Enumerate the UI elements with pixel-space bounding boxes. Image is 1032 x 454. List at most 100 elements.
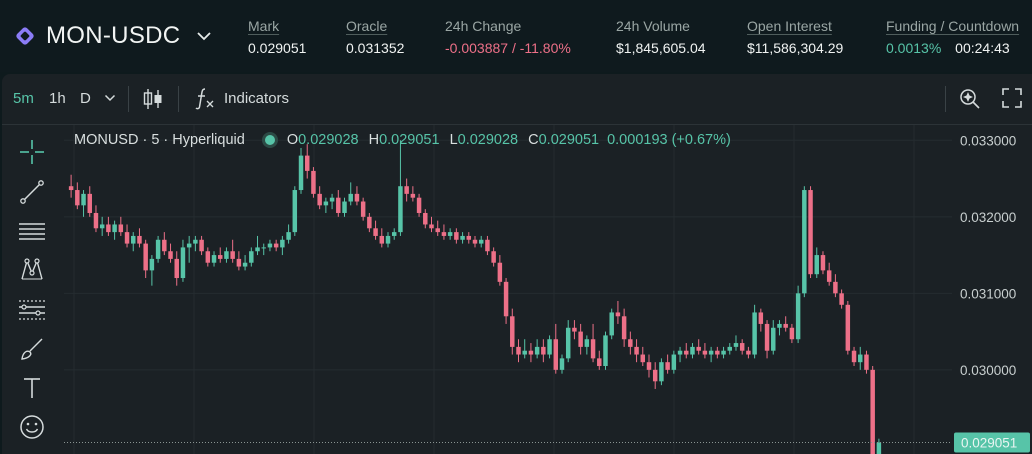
pair-selector[interactable]: MON-USDC: [14, 22, 212, 50]
candle-body: [348, 193, 353, 202]
legend-symbol: MONUSD · 5 · Hyperliquid: [74, 132, 245, 148]
candle-body: [255, 247, 260, 252]
candle-body: [224, 251, 229, 259]
stat-value: $1,845,605.04: [616, 40, 706, 56]
candle-body: [528, 350, 534, 355]
candle-body: [497, 262, 503, 282]
candle-body: [205, 251, 211, 263]
indicators-button[interactable]: Indicators: [194, 86, 289, 110]
candle-body: [802, 190, 807, 294]
legend-high-label: H: [368, 132, 380, 148]
candle-body: [516, 346, 521, 355]
emoji-tool[interactable]: [18, 413, 46, 441]
candle-body: [367, 216, 372, 229]
candle-body: [534, 346, 540, 355]
toolbar-divider: [178, 86, 179, 112]
candle-body: [733, 343, 739, 347]
candle-body: [634, 346, 639, 355]
candle-body: [280, 239, 285, 248]
candle-body: [833, 281, 838, 294]
brush-tool[interactable]: [18, 335, 46, 363]
candle-body: [485, 239, 490, 252]
candle-body: [168, 251, 173, 259]
chart-panel: 5m 1h D Indicators: [2, 74, 1032, 454]
candle-body: [342, 201, 347, 213]
crosshair-tool[interactable]: [18, 138, 46, 166]
fib-icon: [19, 300, 45, 320]
legend-change: 0.000193 (+0.67%): [607, 132, 731, 148]
interval-d[interactable]: D: [80, 90, 91, 107]
market-status-dot: [264, 135, 275, 145]
trendline-tool[interactable]: [18, 178, 46, 206]
candle-body: [646, 362, 652, 370]
candle-type-icon[interactable]: [142, 87, 164, 111]
stat-value: $11,586,304.29: [747, 40, 844, 56]
candle-body: [193, 239, 198, 244]
candle-body: [746, 350, 751, 355]
candle-body: [317, 193, 322, 206]
candle-body: [385, 235, 391, 244]
horizontal-lines-tool[interactable]: [18, 217, 46, 245]
pattern-tool[interactable]: [18, 256, 46, 284]
stat-label[interactable]: Oracle: [346, 18, 388, 34]
stat-value: -0.003887 / -11.80%: [445, 40, 571, 56]
interval-5m[interactable]: 5m: [13, 90, 34, 107]
crosshair-icon: [20, 140, 44, 164]
candle-body: [466, 235, 472, 240]
candle-body: [739, 343, 745, 351]
candle-body: [447, 232, 453, 236]
candle-body: [684, 350, 689, 355]
candle-body: [416, 197, 422, 213]
pair-name: MON-USDC: [46, 22, 181, 49]
candle-body: [864, 354, 869, 370]
candle-body: [603, 335, 608, 367]
stat-label[interactable]: Funding / Countdown: [886, 18, 1020, 34]
candle-body: [354, 193, 360, 202]
candle-body: [491, 251, 496, 263]
candle-body: [112, 224, 117, 233]
screenshot-search-icon[interactable]: [958, 87, 982, 111]
fullscreen-icon[interactable]: [1001, 87, 1023, 109]
funding-rate: 0.0013%: [886, 40, 942, 56]
candle-body: [752, 312, 757, 355]
y-tick-label: 0.031000: [960, 286, 1016, 301]
candle-body: [628, 339, 633, 347]
stat-label[interactable]: Mark: [248, 18, 280, 34]
candle-body: [373, 228, 378, 236]
text-tool[interactable]: [18, 374, 46, 402]
stat-funding: Funding / Countdown 0.0013% 00:24:43: [886, 18, 1019, 56]
trendline-icon: [20, 180, 44, 204]
interval-dropdown-icon[interactable]: [104, 94, 116, 102]
candle-body: [304, 155, 310, 171]
candle-body: [715, 350, 720, 355]
candle-body: [404, 186, 409, 194]
candle-body: [472, 239, 478, 244]
candle-body: [671, 354, 677, 370]
y-tick-label: 0.030000: [960, 363, 1016, 378]
monad-logo-icon: [16, 27, 34, 45]
candle-body: [180, 247, 186, 279]
candle-body: [99, 224, 105, 229]
price-chart[interactable]: 0.033000 0.032000 0.031000 0.030000 0.029051: [64, 125, 1032, 454]
candle-body: [553, 339, 559, 370]
pattern-icon: [21, 258, 43, 280]
fib-tool[interactable]: [18, 295, 46, 323]
candle-body: [771, 327, 776, 351]
y-tick-label: 0.032000: [960, 210, 1016, 225]
interval-1h[interactable]: 1h: [49, 90, 66, 107]
legend-open: 0.029028: [298, 132, 359, 148]
candle-body: [708, 350, 714, 355]
stat-label: 24h Volume: [616, 18, 690, 34]
stat-open-interest: Open Interest $11,586,304.29: [747, 18, 843, 56]
candle-body: [702, 350, 708, 355]
candle-body: [870, 369, 875, 454]
legend-low-label: L: [449, 132, 458, 148]
candle-body: [559, 358, 565, 370]
stat-value: 0.031352: [346, 40, 405, 56]
candle-body: [410, 193, 416, 198]
candle-body: [820, 255, 826, 271]
candle-body: [510, 316, 515, 347]
legend-open-label: O: [286, 132, 299, 148]
stat-label[interactable]: Open Interest: [747, 18, 832, 34]
candle-body: [721, 350, 726, 355]
